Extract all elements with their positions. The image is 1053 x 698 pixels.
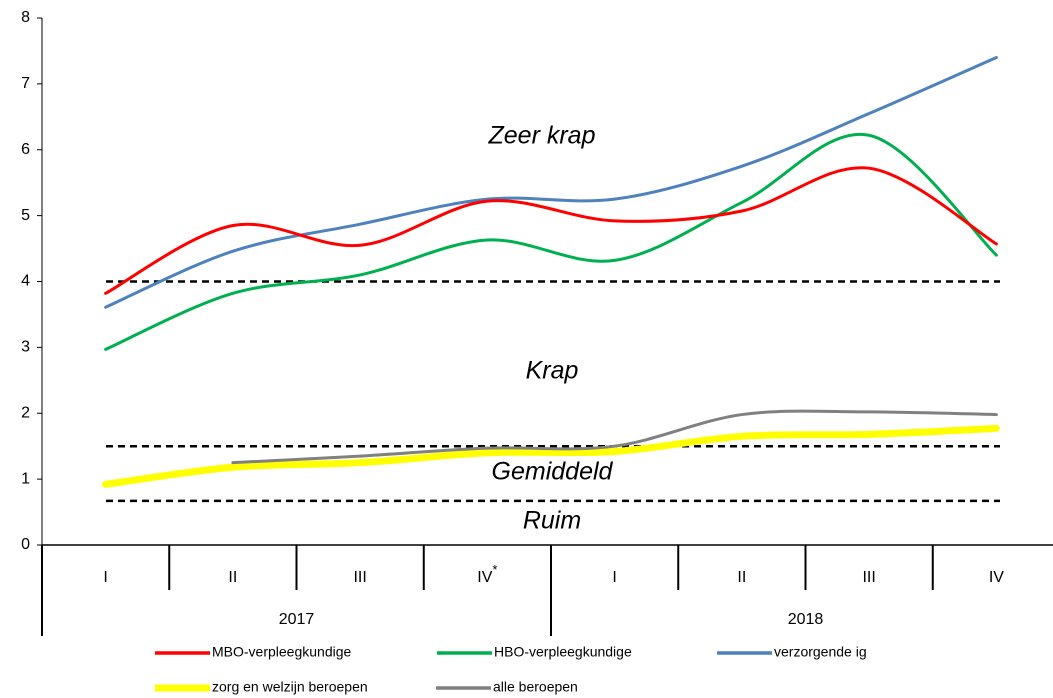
x-tick-label: I xyxy=(612,569,616,586)
legend-label: zorg en welzijn beroepen xyxy=(212,679,368,695)
x-tick-label: III xyxy=(353,569,366,586)
legend-label: MBO-verpleegkundige xyxy=(212,644,352,660)
y-tick-label: 3 xyxy=(21,339,30,356)
legend-label: HBO-verpleegkundige xyxy=(494,644,632,660)
series-line xyxy=(231,409,998,465)
legend-label: verzorgende ig xyxy=(774,644,867,660)
series-line xyxy=(102,424,1000,488)
zone-label: Ruim xyxy=(523,507,581,535)
y-tick-label: 5 xyxy=(21,207,30,224)
zone-label: Gemiddeld xyxy=(492,458,614,486)
y-tick-label: 1 xyxy=(21,470,30,487)
y-tick-label: 2 xyxy=(21,404,30,421)
series-line xyxy=(104,132,998,351)
zone-label: Zeer krap xyxy=(488,122,596,150)
series-line xyxy=(104,56,998,309)
y-tick-label: 0 xyxy=(21,536,30,553)
series-line xyxy=(104,166,998,295)
y-tick-label: 4 xyxy=(21,273,30,290)
legend-label: alle beroepen xyxy=(493,679,578,695)
y-tick-label: 7 xyxy=(21,75,30,92)
group-label: 2017 xyxy=(279,611,315,628)
y-tick-label: 8 xyxy=(21,9,30,26)
group-label: 2018 xyxy=(788,611,824,628)
y-tick-label: 6 xyxy=(21,141,30,158)
x-tick-label: II xyxy=(737,569,746,586)
x-tick-label: IV xyxy=(989,569,1004,586)
zone-label: Krap xyxy=(526,357,579,385)
x-tick-label: II xyxy=(228,569,237,586)
x-tick-label: I xyxy=(103,569,107,586)
x-tick-label: IV* xyxy=(477,562,497,586)
x-tick-label: III xyxy=(862,569,875,586)
